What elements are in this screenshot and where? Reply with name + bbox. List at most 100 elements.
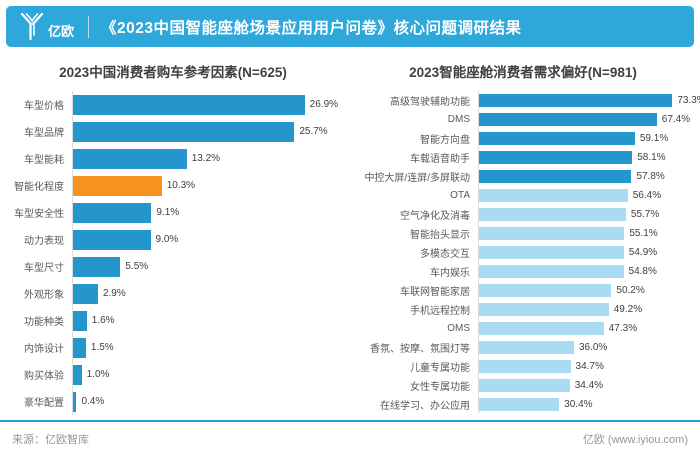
value-label: 67.4% [661,114,691,125]
bar [479,170,632,183]
bar [479,208,626,221]
bar-track: 47.3% [478,319,690,338]
value-label: 55.1% [629,228,658,239]
value-label: 34.4% [574,380,604,391]
iyiou-logo-icon [20,12,44,40]
category-label: 智能抬头显示 [410,230,470,241]
bar-row: 智能抬头显示 55.1% [356,224,690,243]
category-label: 多模态交互 [420,249,470,260]
bar [479,151,633,164]
bar-rows-right: 高级驾驶辅助功能 73.3% DMS 67.4% 智能方向盘 59.1% 车载语音助手 58.… [356,91,700,414]
bar [73,148,187,169]
value-label: 73.3% [677,95,700,106]
bar-row: 车型能耗 13.2% [6,145,340,172]
bar [479,246,624,259]
bar-row: 车型安全性 9.1% [6,199,340,226]
bar-row: 内饰设计 1.5% [6,334,340,361]
chart-title-right: 2023智能座舱消费者需求偏好(N=981) [409,65,637,80]
category-label: 高级驾驶辅助功能 [390,97,470,108]
bar-rows-left: 车型价格 26.9% 车型品牌 25.7% 车型能耗 13.2% 智能化程度 10.3% 车型安… [6,91,340,415]
category-label: 车型能耗 [24,155,64,166]
bar-track: 49.2% [478,300,690,319]
value-label: 55.7% [630,209,660,220]
bar-track: 57.8% [478,167,690,186]
bar-row: DMS 67.4% [356,110,690,129]
category-label: 功能种类 [24,317,64,328]
bar-track: 1.6% [72,307,340,334]
bar [479,341,574,354]
bar-track: 50.2% [478,281,690,300]
value-label: 30.4% [564,399,593,410]
value-label: 56.4% [632,190,662,201]
value-label: 5.5% [125,261,149,272]
category-label: 手机远程控制 [410,306,470,317]
bar-track: 55.7% [478,205,690,224]
bar-track: 25.7% [72,118,340,145]
bar-track: 67.4% [478,110,690,129]
bar-track: 9.1% [72,199,340,226]
value-label: 1.0% [86,369,110,380]
bar-track: 10.3% [72,172,340,199]
bar-row: 车型尺寸 5.5% [6,253,340,280]
bar-row: 在线学习、办公应用 30.4% [356,395,690,414]
category-label: DMS [447,114,470,125]
bar [73,229,151,250]
bar [479,132,635,145]
bar [479,303,609,316]
value-label: 26.9% [309,99,339,110]
category-label: 智能方向盘 [420,135,470,146]
bar-row: OMS 47.3% [356,319,690,338]
value-label: 50.2% [616,285,645,296]
bar [479,322,604,335]
bar-track: 2.9% [72,280,340,307]
category-label: OTA [450,190,470,201]
bar [479,94,673,107]
value-label: 58.1% [637,152,666,163]
bar [479,227,625,240]
bar-track: 13.2% [72,145,340,172]
brand-url-label: 亿欧 (www.iyiou.com) [582,434,688,446]
bar [73,121,295,142]
bar-track: 1.5% [72,334,340,361]
category-label: 内饰设计 [24,344,64,355]
value-label: 0.4% [81,396,105,407]
bar-row: 动力表现 9.0% [6,226,340,253]
bar-row: OTA 56.4% [356,186,690,205]
category-label: 智能化程度 [14,182,64,193]
bar-row: 购买体验 1.0% [6,361,340,388]
bar-track: 54.8% [478,262,690,281]
category-label: 车联网智能家居 [400,287,470,298]
bar-row: 外观形象 2.9% [6,280,340,307]
bar-track: 73.3% [478,91,700,110]
bar-row: 车型价格 26.9% [6,91,340,118]
bar [73,364,82,385]
value-label: 2.9% [102,288,126,299]
category-label: 中控大屏/连屏/多屏联动 [364,173,470,184]
bar-track: 34.7% [478,357,690,376]
category-label: 车型尺寸 [24,263,64,274]
category-label: OMS [447,323,470,334]
bar-row: 高级驾驶辅助功能 73.3% [356,91,700,110]
value-label: 54.9% [628,247,658,258]
value-label: 25.7% [299,126,328,137]
value-label: 57.8% [636,171,665,182]
value-label: 9.1% [156,207,180,218]
bar-row: 智能方向盘 59.1% [356,129,690,148]
bar-row: 香氛、按摩、氛围灯等 36.0% [356,338,690,357]
category-label: 在线学习、办公应用 [380,401,470,412]
category-label: 车内娱乐 [430,268,470,279]
value-label: 13.2% [191,153,221,164]
bar-track: 0.4% [72,388,340,415]
bar-track: 56.4% [478,186,690,205]
chart-title-left: 2023中国消费者购车参考因素(N=625) [59,65,287,80]
bar-track: 5.5% [72,253,340,280]
bar [73,256,121,277]
bar [479,265,624,278]
bar-track: 58.1% [478,148,690,167]
value-label: 1.5% [90,342,114,353]
category-label: 购买体验 [24,371,64,382]
bar [479,113,657,126]
bar-track: 1.0% [72,361,340,388]
bar-row: 多模态交互 54.9% [356,243,690,262]
category-label: 车载语音助手 [410,154,470,165]
